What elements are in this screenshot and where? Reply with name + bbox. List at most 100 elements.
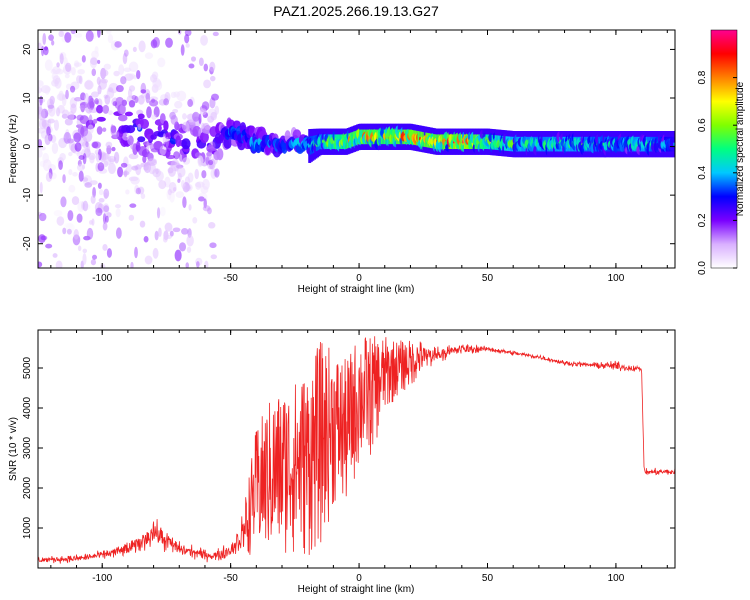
spectrogram-blob (38, 149, 43, 158)
spectrogram-blob (107, 162, 116, 175)
spectrogram-frame (37, 29, 676, 269)
spectrogram-noise (97, 59, 101, 65)
spectrogram-noise (196, 261, 200, 268)
spectrogram-noise (77, 245, 82, 252)
spectrogram-noise (179, 242, 187, 252)
spectrogram-blob (292, 129, 302, 140)
snr-ticks: -100 -50 0 50 100 1000 2000 3000 4000 5000 (22, 330, 675, 584)
spectrogram-blob (125, 125, 136, 134)
spectrogram-noise (183, 185, 191, 191)
spectrogram-noise (103, 192, 108, 200)
spectrogram-noise (181, 228, 189, 235)
spectrogram-noise (58, 160, 63, 170)
spectrogram-noise (214, 168, 220, 178)
spectrogram-blobs (38, 30, 675, 268)
spectrogram-blob (216, 148, 224, 161)
spectrogram-noise (38, 108, 46, 121)
spectrogram-blob (106, 30, 112, 35)
spectrogram-noise (97, 182, 102, 189)
spectrogram-blob (105, 141, 113, 149)
spectrogram-noise (132, 46, 137, 53)
spectrogram-blob (83, 80, 94, 90)
spectrogram-noise (198, 57, 204, 67)
spectrogram-noise (209, 242, 217, 249)
colorbar-gradient (711, 30, 737, 268)
spectrogram-noise (177, 178, 181, 183)
spectrogram-noise (100, 78, 109, 84)
spectrogram-noise (70, 85, 76, 93)
spectrogram-noise (117, 166, 124, 178)
spectrogram-blob (68, 151, 73, 157)
spectrogram-noise (130, 261, 134, 268)
spectrogram-noise (95, 154, 100, 161)
colorbar-tick-label: 0.2 (697, 213, 708, 227)
spectrogram-blob (176, 90, 187, 102)
spectrogram-ylabel: Frequency (Hz) (8, 115, 19, 184)
spectrogram-noise (96, 76, 101, 85)
spectrogram-noise (95, 207, 103, 217)
spectrogram-blob (163, 120, 169, 131)
spectrogram-noise (49, 95, 55, 105)
spectrogram-noise (94, 98, 99, 105)
spectrogram-blob (154, 79, 163, 91)
spectrogram-blob (199, 131, 209, 144)
spectrogram-noise (180, 44, 185, 56)
spectrogram-blob (113, 70, 120, 77)
spectrogram-noise (185, 262, 190, 268)
spectrogram-blob (146, 106, 152, 119)
spectrogram-blob (125, 163, 133, 173)
spectrogram-blob (132, 74, 138, 80)
spectrogram-blob (202, 178, 210, 190)
spectrogram-noise (76, 114, 84, 121)
spectrogram-blob (73, 33, 83, 38)
spectrogram-noise (84, 92, 90, 105)
spectrogram-noise (120, 76, 127, 85)
spectrogram-blob (194, 168, 199, 180)
spectrogram-noise (135, 187, 141, 195)
spectrogram-noise (92, 186, 96, 198)
snr-ytick-label: 1000 (22, 516, 33, 539)
spectrogram-noise (91, 68, 97, 77)
spectrogram-noise (100, 69, 109, 77)
spectrogram-noise (131, 95, 137, 101)
spectrogram-noise (100, 263, 106, 268)
spectrogram-blob (88, 107, 99, 114)
spectrogram-noise (86, 145, 91, 153)
spectrogram-noise (210, 254, 218, 260)
spectrogram-noise (151, 98, 156, 103)
spectrogram-noise (201, 170, 207, 179)
spectrogram-noise (154, 230, 159, 241)
spectrogram-noise (89, 180, 98, 186)
spectrogram-noise (39, 95, 43, 106)
spectrogram-noise (88, 114, 93, 124)
spectrogram-noise (80, 126, 85, 138)
spectrogram-noise (200, 34, 208, 46)
spectrogram-blob (118, 64, 125, 76)
spectrogram-blob (177, 166, 186, 178)
spectrogram-xtick-label: 0 (356, 273, 362, 284)
spectrogram-blob (206, 151, 212, 161)
spectrogram-blob (74, 62, 82, 67)
spectrogram-blob (96, 126, 103, 135)
spectrogram-noise (145, 92, 151, 104)
spectrogram-noise (107, 110, 113, 116)
spectrogram-noise (190, 56, 197, 62)
spectrogram-noise (88, 97, 96, 109)
colorbar-frame (710, 29, 738, 269)
spectrogram-noise (149, 143, 155, 151)
spectrogram-noise (66, 138, 74, 144)
spectrogram-ytick-label: 20 (22, 43, 33, 55)
spectrogram-noise (146, 141, 150, 153)
spectrogram-noise (163, 98, 170, 106)
spectrogram-noise (197, 155, 204, 167)
spectrogram-noise (102, 221, 108, 231)
spectrogram-blob-group (38, 30, 675, 268)
spectrogram-blob (71, 66, 76, 76)
colorbar: 0.0 0.2 0.4 0.6 0.8 Normalized spectral ampl… (697, 29, 746, 275)
spectrogram-noise (78, 170, 84, 182)
spectrogram-blob (61, 94, 67, 107)
spectrogram-noise (64, 32, 72, 43)
spectrogram-noise (209, 61, 216, 72)
spectrogram-noise (47, 104, 55, 109)
spectrogram-noise (184, 34, 190, 44)
